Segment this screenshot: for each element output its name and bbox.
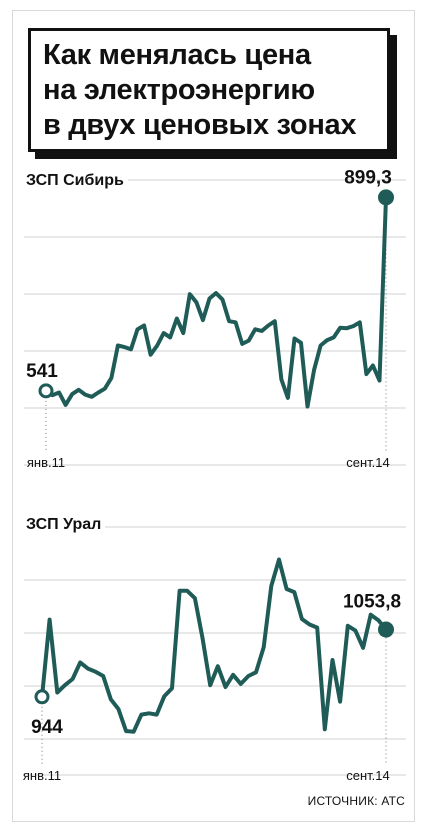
series-line-siberia xyxy=(44,195,388,409)
source-note: ИСТОЧНИК: АТС xyxy=(307,794,405,808)
x-tick-end-siberia: сент.14 xyxy=(346,455,390,470)
start-value-label-ural: 944 xyxy=(31,717,63,738)
start-point-marker-ural xyxy=(34,689,50,705)
series-line-ural xyxy=(40,557,388,734)
end-value-label-siberia: 899,3 xyxy=(344,167,392,188)
start-point-marker-siberia xyxy=(38,383,54,399)
title-box: Как менялась цена на электроэнергию в дв… xyxy=(28,28,390,152)
start-value-label-siberia: 541 xyxy=(26,361,58,382)
outer-frame xyxy=(12,10,415,822)
end-value-label-ural: 1053,8 xyxy=(343,592,401,613)
x-tick-start-siberia: янв.11 xyxy=(27,455,65,470)
chart-title: Как менялась цена на электроэнергию в дв… xyxy=(43,39,357,141)
x-tick-end-ural: сент.14 xyxy=(346,768,390,783)
end-point-marker-siberia xyxy=(378,189,394,206)
panel-title-ural: ЗСП Урал xyxy=(22,516,106,534)
end-point-marker-ural xyxy=(378,621,394,638)
panel-title-siberia: ЗСП Сибирь xyxy=(22,172,128,190)
x-tick-start-ural: янв.11 xyxy=(23,768,61,783)
